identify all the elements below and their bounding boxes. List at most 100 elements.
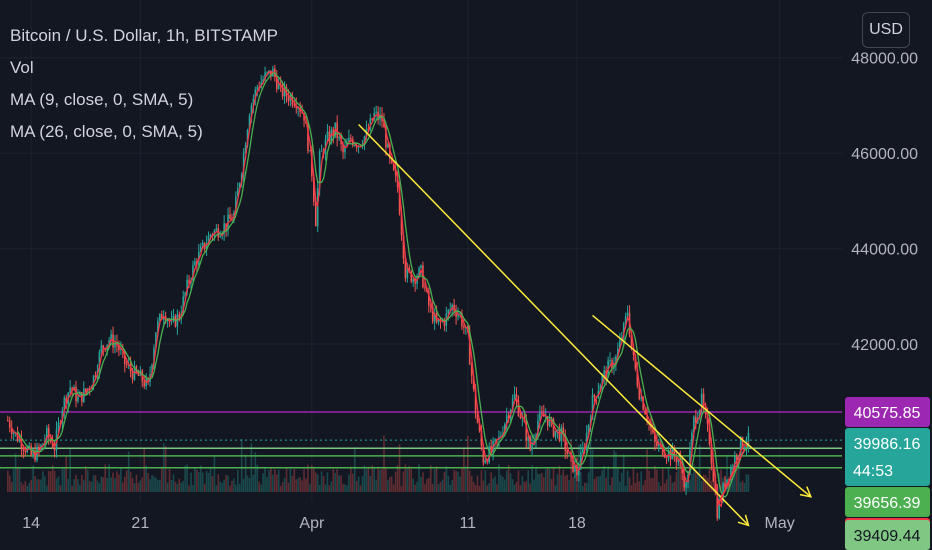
candle-body — [207, 236, 210, 244]
volume-bar — [597, 476, 600, 492]
candle-body — [229, 214, 231, 219]
candle-body — [591, 395, 594, 420]
volume-bar — [737, 466, 740, 492]
volume-bar — [205, 470, 208, 492]
volume-bar — [184, 465, 186, 492]
volume-bar — [435, 466, 438, 492]
candle-body — [246, 129, 249, 146]
volume-bar — [656, 469, 658, 492]
candle-body — [22, 448, 25, 451]
volume-bar — [199, 465, 202, 492]
volume-bar — [595, 476, 598, 492]
volume-bar — [552, 467, 555, 492]
volume-bar — [211, 476, 214, 492]
volume-bar — [429, 465, 432, 492]
ma-fast-indicator-label[interactable]: MA (9, close, 0, SMA, 5) — [10, 90, 194, 109]
candle-body — [398, 187, 401, 215]
volume-bar — [550, 478, 553, 492]
volume-bar — [353, 447, 356, 492]
candle-body — [71, 387, 73, 391]
volume-bar — [268, 470, 270, 492]
trend-line-1 — [592, 314, 812, 498]
candle-body — [285, 87, 288, 97]
ma-slow-indicator-label[interactable]: MA (26, close, 0, SMA, 5) — [10, 122, 203, 141]
candle-body — [494, 439, 496, 441]
candle-body — [671, 448, 674, 460]
symbol-title[interactable]: Bitcoin / U.S. Dollar, 1h, BITSTAMP — [10, 26, 278, 45]
candle-body — [537, 420, 539, 435]
volume-bar — [476, 475, 479, 492]
volume-indicator-label[interactable]: Vol — [10, 58, 34, 77]
candle-body — [262, 79, 264, 83]
candle-body — [747, 432, 750, 445]
candle-body — [199, 246, 202, 252]
candle-body — [626, 312, 629, 317]
candle-body — [320, 150, 323, 152]
volume-bar — [318, 484, 321, 492]
candle-body — [636, 368, 639, 386]
candle-body — [552, 419, 555, 437]
candle-body — [309, 150, 311, 152]
volume-bar — [355, 481, 358, 492]
candle-body — [160, 314, 163, 320]
volume-bar — [28, 482, 31, 492]
volume-bar — [527, 470, 529, 492]
currency-button[interactable]: USD — [862, 12, 910, 48]
volume-bar — [6, 470, 9, 492]
volume-bar — [254, 452, 257, 492]
candle-body — [574, 465, 576, 472]
candle-body — [739, 437, 742, 456]
volume-bar — [301, 480, 303, 492]
candle-body — [652, 428, 654, 433]
candle-body — [79, 392, 81, 397]
volume-bar — [669, 475, 672, 492]
ma-slow-line — [16, 72, 750, 498]
volume-bar — [470, 475, 473, 492]
volume-bar — [147, 473, 149, 492]
volume-bar — [667, 467, 670, 492]
volume-bar — [135, 474, 138, 492]
candle-body — [295, 105, 298, 109]
volume-bars — [6, 435, 750, 492]
candle-body — [153, 347, 155, 365]
volume-bar — [256, 464, 259, 492]
candle-body — [572, 455, 574, 472]
candle-body — [420, 265, 422, 268]
candle-body — [147, 378, 149, 382]
volume-bar — [90, 481, 93, 492]
volume-bar — [449, 484, 452, 492]
volume-bar — [26, 485, 29, 492]
volume-bar — [589, 440, 592, 492]
candle-body — [313, 176, 315, 202]
candle-body — [32, 450, 34, 456]
trend-lines[interactable] — [358, 124, 813, 527]
volume-bar — [726, 455, 728, 492]
volume-bar — [233, 478, 235, 492]
y-tick-42000: 42000.00 — [851, 337, 918, 354]
volume-bar — [75, 474, 77, 492]
candle-body — [84, 388, 87, 392]
volume-bar — [650, 478, 652, 492]
volume-bar — [299, 477, 301, 492]
candle-body — [256, 86, 259, 90]
candle-body — [603, 370, 606, 376]
candle-body — [172, 315, 175, 320]
candle-body — [527, 436, 529, 441]
volume-bar — [83, 480, 85, 492]
candle-body — [615, 356, 617, 365]
candle-body — [743, 447, 746, 449]
volume-bar — [121, 482, 124, 492]
candle-body — [201, 242, 204, 247]
candle-body — [408, 267, 411, 271]
time-axis[interactable]: 14 21 Apr 11 18 May — [22, 515, 794, 532]
volume-bar — [258, 481, 261, 492]
volume-bar — [10, 481, 13, 492]
candle-body — [500, 435, 502, 437]
volume-bar — [537, 473, 539, 492]
x-tick-11: 11 — [459, 515, 476, 532]
price-axis[interactable]: 48000.00 46000.00 44000.00 42000.00 — [851, 51, 918, 354]
volume-bar — [8, 475, 11, 492]
volume-bar — [735, 467, 738, 492]
candle-body — [708, 423, 711, 445]
